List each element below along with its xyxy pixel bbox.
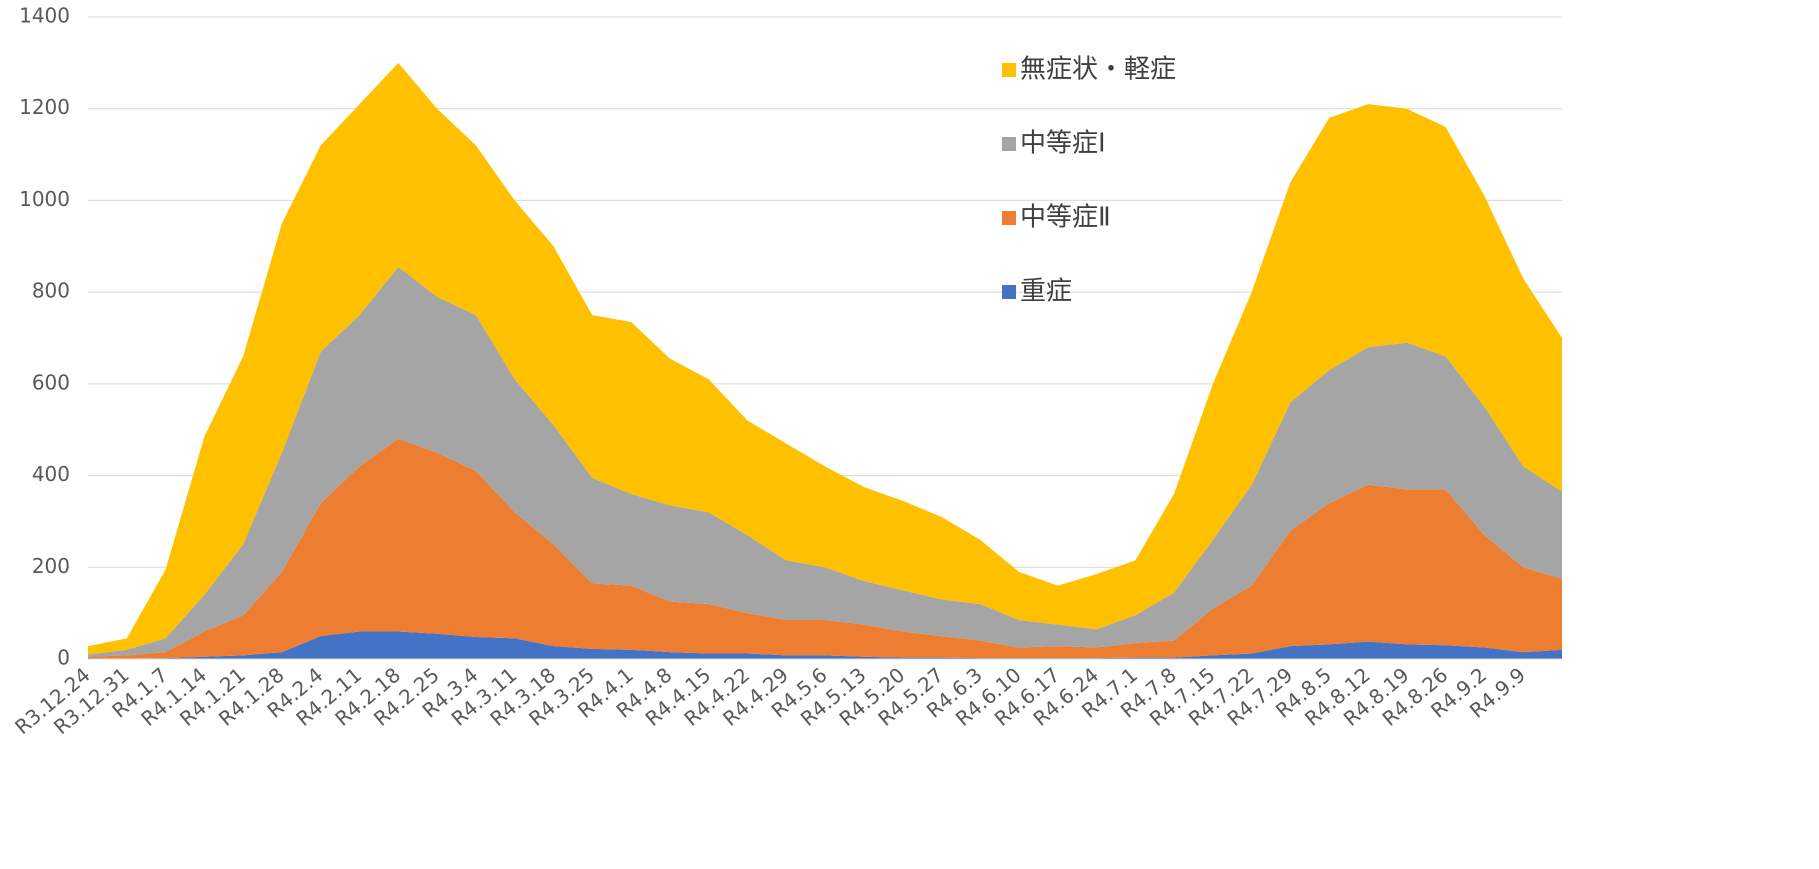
y-tick-label: 1000	[19, 187, 70, 211]
y-tick-label: 800	[32, 279, 70, 303]
y-tick-label: 200	[32, 554, 70, 578]
legend-label: 中等症Ⅱ	[1020, 203, 1111, 233]
legend-swatch	[1002, 63, 1016, 77]
y-tick-label: 1400	[19, 4, 70, 28]
legend-label: 無症状・軽症	[1020, 55, 1176, 85]
legend-label: 重症	[1020, 277, 1072, 307]
legend-swatch	[1002, 137, 1016, 151]
y-tick-label: 0	[57, 646, 70, 670]
legend-swatch	[1002, 285, 1016, 299]
legend-label: 中等症Ⅰ	[1020, 129, 1106, 159]
areas	[88, 62, 1562, 659]
legend-swatch	[1002, 211, 1016, 225]
y-tick-label: 600	[32, 370, 70, 394]
area	[88, 62, 1562, 655]
y-tick-label: 400	[32, 462, 70, 486]
area	[88, 266, 1562, 657]
area	[88, 438, 1562, 659]
y-tick-label: 1200	[19, 95, 70, 119]
area	[88, 631, 1562, 659]
